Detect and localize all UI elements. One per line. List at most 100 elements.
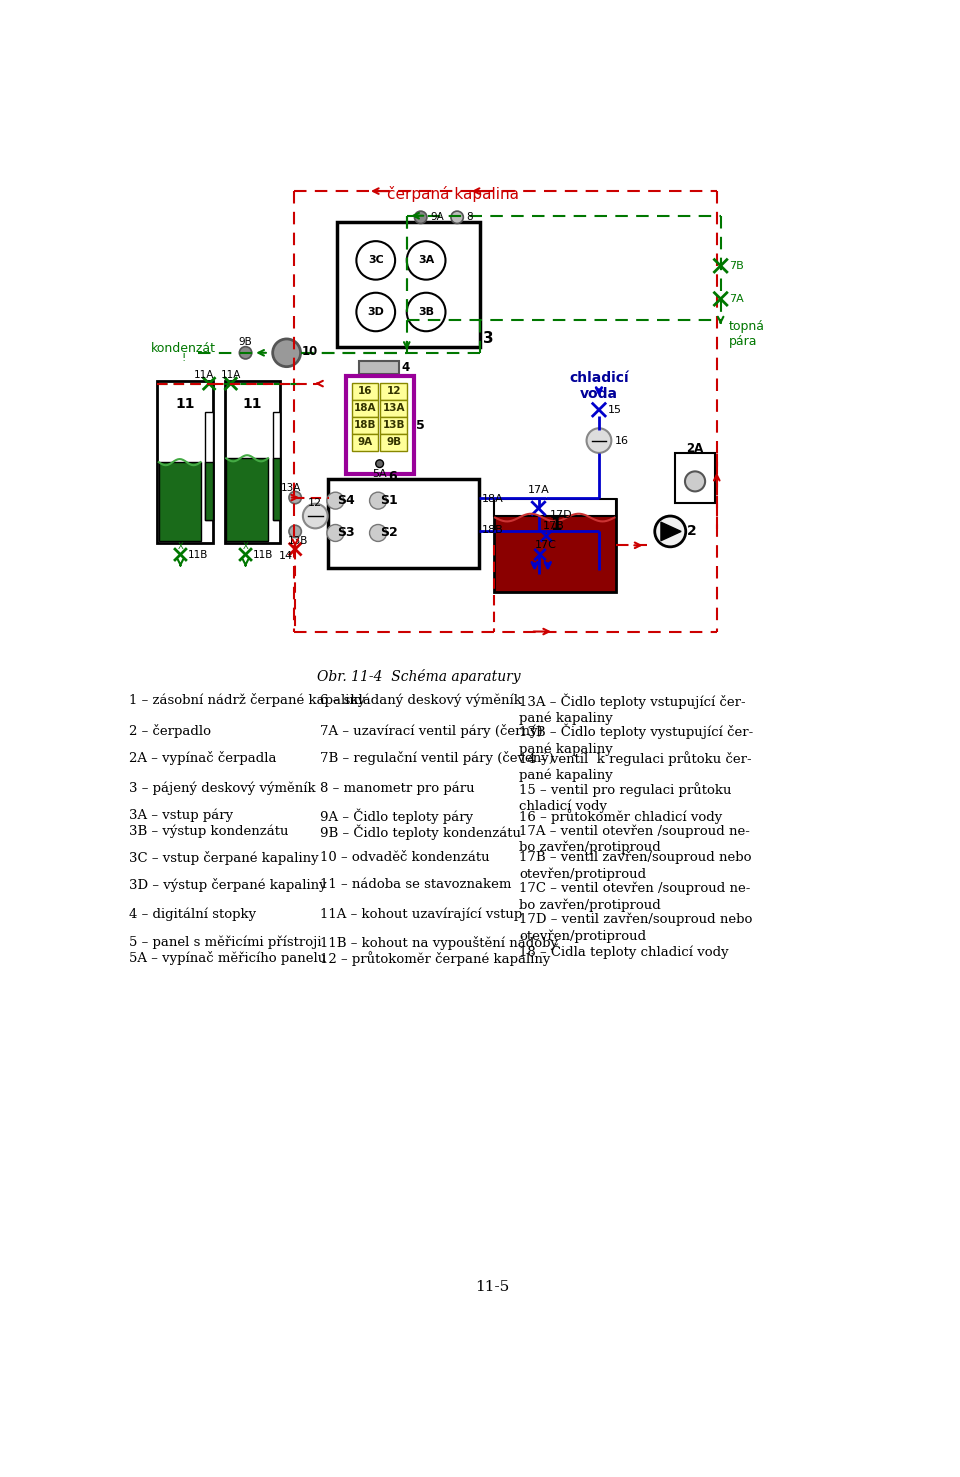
- Text: 11A: 11A: [194, 371, 214, 380]
- Text: 18A: 18A: [353, 403, 376, 414]
- Polygon shape: [660, 523, 681, 541]
- Text: 16: 16: [614, 436, 629, 446]
- Text: 6 – skládaný deskový výměník: 6 – skládaný deskový výměník: [320, 693, 522, 706]
- Text: 11B: 11B: [253, 549, 274, 560]
- Text: 17D – ventil zavřen/souproud nebo
otevřen/protiproud: 17D – ventil zavřen/souproud nebo otevře…: [519, 913, 753, 942]
- Text: 5A: 5A: [372, 468, 387, 479]
- Text: S2: S2: [380, 526, 397, 539]
- Circle shape: [289, 492, 301, 504]
- Text: 11: 11: [243, 397, 262, 412]
- Circle shape: [327, 492, 344, 510]
- Text: 3B: 3B: [419, 307, 434, 318]
- Circle shape: [415, 211, 427, 223]
- Text: !: !: [181, 353, 185, 363]
- Text: 3D – výstup čerpané kapaliny: 3D – výstup čerpané kapaliny: [130, 877, 327, 892]
- Text: 1: 1: [550, 517, 562, 535]
- Text: 7A – uzavírací ventil páry (černý): 7A – uzavírací ventil páry (černý): [320, 724, 542, 738]
- Text: 18B: 18B: [353, 419, 376, 430]
- Text: 12: 12: [308, 498, 323, 508]
- Text: 10: 10: [302, 344, 319, 357]
- Text: 9B: 9B: [386, 437, 401, 448]
- Text: 5: 5: [416, 418, 424, 431]
- Circle shape: [327, 524, 344, 542]
- Text: 17A: 17A: [528, 484, 549, 495]
- Circle shape: [289, 526, 301, 538]
- Text: 12 – průtokoměr čerpané kapaliny: 12 – průtokoměr čerpané kapaliny: [320, 951, 550, 966]
- Circle shape: [303, 504, 327, 529]
- Text: 6: 6: [389, 470, 397, 483]
- Text: 18 – Čidla teploty chladicí vody: 18 – Čidla teploty chladicí vody: [519, 944, 729, 959]
- Text: 17A – ventil otevřen /souproud ne-
bo zavřen/protiproud: 17A – ventil otevřen /souproud ne- bo za…: [519, 824, 750, 854]
- Bar: [157, 381, 213, 544]
- Bar: [351, 434, 378, 450]
- Text: S3: S3: [338, 526, 355, 539]
- Text: 3C: 3C: [368, 256, 384, 266]
- Bar: [493, 499, 616, 515]
- Bar: [351, 400, 378, 417]
- Bar: [380, 400, 407, 417]
- Bar: [380, 417, 407, 434]
- Text: 16: 16: [358, 387, 372, 396]
- Text: 7A: 7A: [730, 294, 744, 304]
- Bar: [225, 381, 280, 544]
- Circle shape: [587, 428, 612, 453]
- Text: 3B – výstup kondenzátu: 3B – výstup kondenzátu: [130, 824, 289, 837]
- Text: 9A: 9A: [357, 437, 372, 448]
- Text: 11 – nádoba se stavoznakem: 11 – nádoba se stavoznakem: [320, 877, 512, 891]
- Text: 9A: 9A: [430, 213, 444, 222]
- Circle shape: [451, 211, 464, 223]
- Text: 3A – vstup páry: 3A – vstup páry: [130, 808, 233, 823]
- Text: 3A: 3A: [418, 256, 434, 266]
- Text: 10 – odvaděč kondenzátu: 10 – odvaděč kondenzátu: [320, 851, 490, 864]
- Circle shape: [685, 471, 706, 492]
- Text: 9B – Čidlo teploty kondenzátu: 9B – Čidlo teploty kondenzátu: [320, 824, 521, 839]
- Bar: [327, 479, 479, 569]
- Circle shape: [356, 241, 396, 279]
- Circle shape: [370, 524, 387, 542]
- Bar: [380, 434, 407, 450]
- Text: 7B – regulační ventil páry (čevený): 7B – regulační ventil páry (čevený): [320, 750, 554, 765]
- Text: čerpaná kapalina: čerpaná kapalina: [387, 186, 519, 202]
- Text: 17B: 17B: [542, 521, 564, 532]
- Text: 2: 2: [687, 524, 697, 539]
- Text: kondenzát: kondenzát: [151, 343, 216, 356]
- Text: 15 – ventil pro regulaci průtoku
chladicí vody: 15 – ventil pro regulaci průtoku chladic…: [519, 781, 732, 814]
- Text: 8 – manometr pro páru: 8 – manometr pro páru: [320, 781, 474, 795]
- Text: 11: 11: [176, 397, 195, 412]
- Text: 13B: 13B: [288, 536, 308, 545]
- Bar: [205, 462, 213, 520]
- Text: 17D: 17D: [550, 510, 573, 520]
- Text: 13B: 13B: [382, 419, 405, 430]
- Circle shape: [273, 338, 300, 366]
- Text: S1: S1: [380, 495, 397, 507]
- Text: 7B: 7B: [730, 261, 744, 270]
- Circle shape: [370, 492, 387, 510]
- Text: topná
pára: topná pára: [730, 319, 765, 347]
- Text: 13A: 13A: [382, 403, 405, 414]
- Text: 2A: 2A: [686, 442, 704, 455]
- Text: 13A: 13A: [280, 483, 300, 493]
- Text: 3C – vstup čerpané kapaliny: 3C – vstup čerpané kapaliny: [130, 851, 319, 866]
- Bar: [359, 360, 399, 374]
- Circle shape: [655, 515, 685, 546]
- Text: 17B – ventil zavřen/souproud nebo
otevřen/protiproud: 17B – ventil zavřen/souproud nebo otevře…: [519, 851, 752, 882]
- Bar: [273, 412, 280, 520]
- Text: 5A – vypínač měřicího panelu: 5A – vypínač měřicího panelu: [130, 951, 326, 964]
- Text: 14: 14: [278, 551, 293, 561]
- Bar: [380, 383, 407, 400]
- Bar: [205, 412, 213, 520]
- Text: X: X: [243, 542, 249, 551]
- Circle shape: [239, 347, 252, 359]
- Text: 5 – panel s měřicími přístroji: 5 – panel s měřicími přístroji: [130, 936, 322, 950]
- Text: 13B – Čidlo teploty vystupující čer-
pané kapaliny: 13B – Čidlo teploty vystupující čer- pan…: [519, 724, 754, 756]
- Text: 11A: 11A: [221, 371, 241, 380]
- Text: 12: 12: [386, 387, 401, 396]
- Text: 18B: 18B: [482, 524, 504, 535]
- Text: 8: 8: [467, 213, 473, 222]
- Text: 11-5: 11-5: [475, 1279, 509, 1294]
- Text: Obr. 11-4  Schéma aparatury: Obr. 11-4 Schéma aparatury: [317, 669, 520, 684]
- Bar: [158, 462, 201, 542]
- Text: 1 – zásobní nádrž čerpané kapaliny: 1 – zásobní nádrž čerpané kapaliny: [130, 693, 366, 707]
- Text: 16 – průtokoměr chladicí vody: 16 – průtokoměr chladicí vody: [519, 808, 722, 824]
- Text: 13A – Čidlo teploty vstupující čer-
pané kapaliny: 13A – Čidlo teploty vstupující čer- pané…: [519, 693, 746, 725]
